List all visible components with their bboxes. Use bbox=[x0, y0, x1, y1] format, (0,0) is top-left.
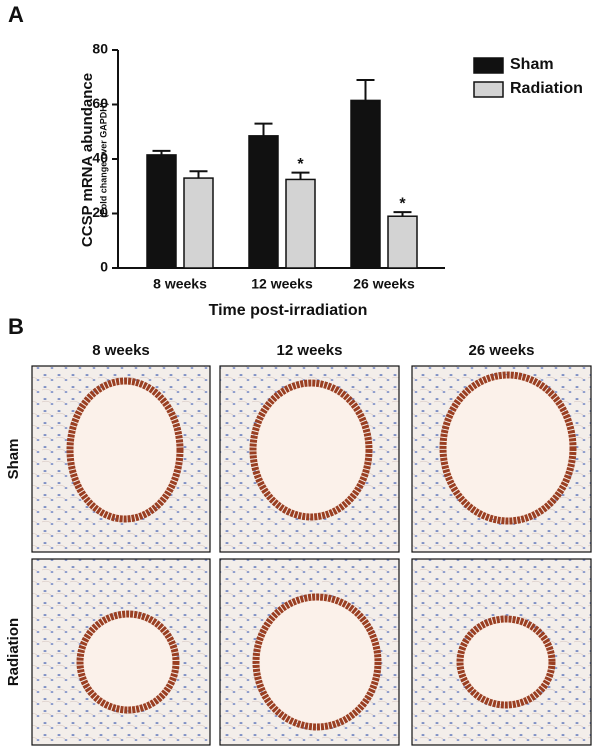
y-tick-label: 0 bbox=[100, 259, 108, 275]
airway-lumen bbox=[260, 601, 374, 723]
column-label: 26 weeks bbox=[469, 342, 535, 359]
error-bar bbox=[291, 171, 310, 180]
significance-marker: * bbox=[297, 156, 304, 173]
y-tick-label: 40 bbox=[92, 150, 108, 166]
x-tick-label: 12 weeks bbox=[251, 276, 313, 292]
x-axis-label: Time post-irradiation bbox=[209, 302, 368, 319]
airway-lumen bbox=[447, 379, 569, 517]
y-axis-label: CCSP mRNA abundance bbox=[79, 73, 96, 247]
bar bbox=[146, 154, 177, 269]
y-tick-label: 80 bbox=[92, 41, 108, 57]
row-label: Radiation bbox=[5, 618, 22, 686]
significance-marker: * bbox=[399, 195, 406, 212]
row-label: Sham bbox=[5, 439, 22, 480]
airway-lumen bbox=[84, 618, 172, 706]
airway-lumen bbox=[257, 387, 365, 513]
legend-label: Radiation bbox=[510, 80, 583, 97]
x-tick-label: 8 weeks bbox=[153, 276, 207, 292]
bar bbox=[183, 177, 214, 269]
airway-lumen bbox=[464, 623, 548, 701]
bar bbox=[285, 178, 316, 269]
panel-label: B bbox=[8, 314, 24, 339]
y-tick-label: 60 bbox=[92, 95, 108, 111]
y-tick-label: 20 bbox=[92, 204, 108, 220]
column-label: 12 weeks bbox=[277, 342, 343, 359]
legend-swatch bbox=[473, 57, 504, 74]
error-bar bbox=[254, 122, 273, 136]
column-label: 8 weeks bbox=[92, 342, 150, 359]
x-tick-label: 26 weeks bbox=[353, 276, 415, 292]
legend-label: Sham bbox=[510, 56, 554, 73]
error-bar bbox=[189, 170, 208, 179]
y-axis-sublabel: (Fold change over GAPDH) bbox=[98, 102, 108, 218]
bar bbox=[248, 135, 279, 269]
airway-lumen bbox=[74, 385, 176, 515]
legend-swatch bbox=[473, 81, 504, 98]
error-bar bbox=[356, 78, 375, 101]
panel-label: A bbox=[8, 2, 24, 27]
bar bbox=[387, 215, 418, 269]
bar bbox=[350, 99, 381, 269]
